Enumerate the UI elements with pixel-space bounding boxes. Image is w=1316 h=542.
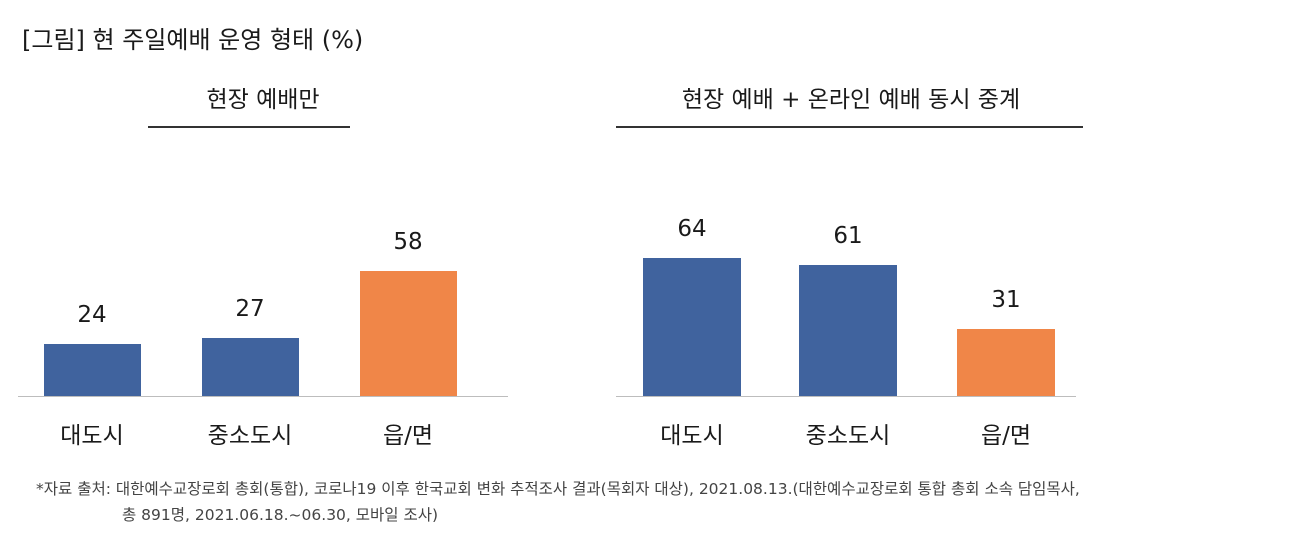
bar-value-label: 58 (393, 229, 423, 256)
bar-2 (201, 337, 299, 396)
footnote-line-1: *자료 출처: 대한예수교장로회 총회(통합), 코로나19 이후 한국교회 변… (36, 480, 1080, 498)
chart-panel-onsite-plus-online: 현장 예배 + 온라인 예배 동시 중계 64 대도시 61 중소도시 31 읍/면 (616, 80, 1086, 460)
footnote-line-2: 총 891명, 2021.06.18.~06.30, 모바일 조사) (122, 506, 439, 524)
category-label: 읍/면 (382, 423, 434, 449)
bar-1 (43, 344, 141, 396)
category-label: 중소도시 (805, 423, 891, 449)
bar-3 (957, 329, 1055, 396)
category-label: 중소도시 (207, 423, 293, 449)
bar-value-label: 61 (833, 222, 863, 249)
bar-value-label: 31 (991, 287, 1021, 314)
bar-value-label: 64 (677, 216, 707, 243)
panel-title: 현장 예배 + 온라인 예배 동시 중계 (681, 87, 1021, 113)
panel-title-rule (616, 126, 1083, 128)
category-label: 읍/면 (980, 423, 1032, 449)
bar-value-label: 24 (77, 302, 107, 329)
x-axis-baseline (18, 396, 508, 397)
bar-2 (799, 264, 897, 396)
bar-1 (643, 258, 741, 396)
bar-3 (359, 271, 457, 396)
source-footnote: *자료 출처: 대한예수교장로회 총회(통합), 코로나19 이후 한국교회 변… (36, 476, 1296, 528)
figure-title: [그림] 현 주일예배 운영 형태 (%) (22, 26, 364, 54)
x-axis-baseline (616, 396, 1076, 397)
panel-title-rule (148, 126, 350, 128)
category-label: 대도시 (660, 423, 724, 449)
bar-value-label: 27 (235, 295, 265, 322)
category-label: 대도시 (60, 423, 124, 449)
chart-panel-onsite-only: 현장 예배만 24 대도시 27 중소도시 58 읍/면 (18, 80, 508, 460)
panel-title: 현장 예배만 (206, 87, 320, 113)
